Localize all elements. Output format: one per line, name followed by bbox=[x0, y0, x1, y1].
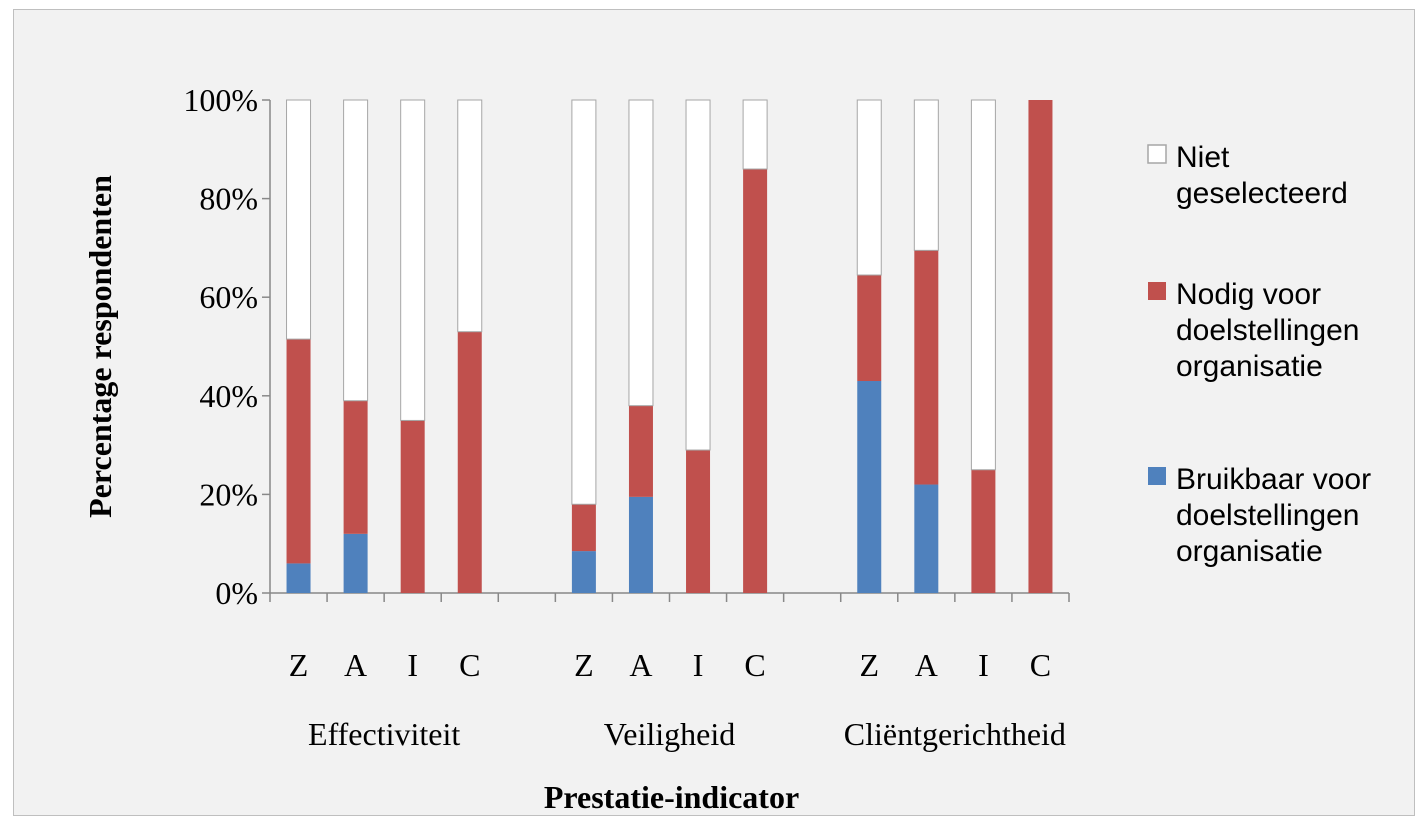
legend-label: doelstellingen bbox=[1176, 499, 1359, 532]
bar-segment bbox=[628, 99, 654, 407]
x-category-label: I bbox=[978, 647, 989, 683]
bar-segment bbox=[457, 331, 482, 593]
x-category-label: C bbox=[1030, 647, 1051, 683]
bar-segment bbox=[857, 381, 882, 593]
bar-segment bbox=[286, 339, 311, 564]
y-tick-label: 100% bbox=[183, 82, 258, 118]
bar-segment bbox=[856, 99, 882, 276]
bar-segment bbox=[571, 551, 596, 593]
bar-segment bbox=[971, 469, 996, 593]
bar-segment bbox=[685, 99, 711, 451]
y-tick-label: 80% bbox=[199, 181, 258, 217]
legend-label: Bruikbaar voor bbox=[1176, 463, 1371, 496]
bar-segment bbox=[343, 533, 368, 593]
bar-segment bbox=[914, 250, 939, 485]
bar-segment bbox=[742, 99, 768, 170]
x-category-label: I bbox=[407, 647, 418, 683]
bar-segment bbox=[913, 99, 939, 251]
y-axis-title: Percentage respondenten bbox=[82, 175, 118, 518]
bar-segment bbox=[628, 496, 653, 593]
bar-segment bbox=[857, 275, 882, 382]
x-group-label: Veiligheid bbox=[604, 716, 736, 752]
bar-segment bbox=[743, 169, 768, 593]
bar-segment bbox=[571, 99, 597, 505]
bar-segment bbox=[286, 563, 311, 593]
x-group-label: Effectiviteit bbox=[308, 716, 460, 752]
x-category-label: A bbox=[344, 647, 367, 683]
x-category-label: I bbox=[693, 647, 704, 683]
y-tick-label: 0% bbox=[215, 575, 258, 611]
legend-swatch bbox=[1148, 282, 1166, 300]
legend-label: geselecteerd bbox=[1176, 177, 1348, 210]
x-category-label: A bbox=[629, 647, 652, 683]
x-category-label: C bbox=[459, 647, 480, 683]
bar-segment bbox=[400, 420, 425, 593]
bar-segment bbox=[686, 450, 711, 593]
x-category-label: A bbox=[915, 647, 938, 683]
bar-segment bbox=[970, 99, 996, 471]
legend-label: organisatie bbox=[1176, 350, 1323, 383]
legend-swatch bbox=[1147, 144, 1167, 164]
x-group-label: Cliëntgerichtheid bbox=[844, 716, 1066, 752]
bar-segment bbox=[1028, 100, 1053, 593]
y-tick-label: 40% bbox=[199, 378, 258, 414]
bar-segment bbox=[343, 99, 369, 402]
bar-segment bbox=[457, 99, 483, 333]
legend-label: Nodig voor bbox=[1176, 278, 1321, 311]
chart-frame bbox=[13, 9, 1415, 816]
legend-label: Niet bbox=[1176, 141, 1230, 174]
x-category-label: Z bbox=[859, 647, 879, 683]
x-axis-title: Prestatie-indicator bbox=[544, 779, 799, 815]
legend-label: doelstellingen bbox=[1176, 314, 1359, 347]
bar-segment bbox=[400, 99, 426, 421]
y-tick-label: 60% bbox=[199, 279, 258, 315]
legend-swatch bbox=[1148, 467, 1166, 485]
y-tick-label: 20% bbox=[199, 476, 258, 512]
bar-segment bbox=[571, 504, 596, 552]
legend-label: organisatie bbox=[1176, 535, 1323, 568]
x-category-label: Z bbox=[289, 647, 309, 683]
bar-segment bbox=[286, 99, 312, 340]
bar-segment bbox=[914, 484, 939, 593]
bar-segment bbox=[343, 400, 368, 534]
bar-segment bbox=[628, 405, 653, 497]
x-category-label: C bbox=[744, 647, 765, 683]
x-category-label: Z bbox=[574, 647, 594, 683]
